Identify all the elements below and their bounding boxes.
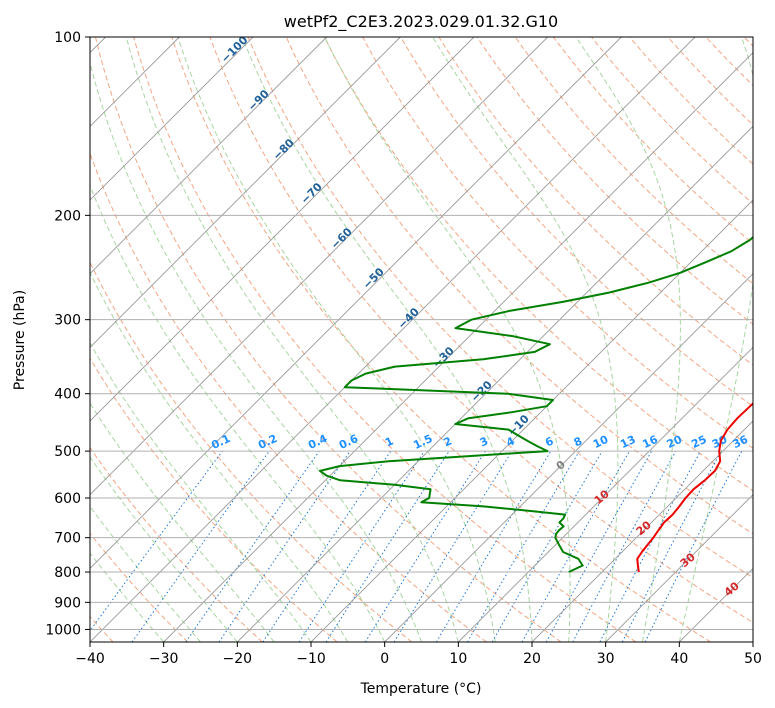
dry-adiabat-line bbox=[90, 261, 413, 642]
dry-adiabat-line bbox=[285, 37, 753, 535]
x-tick-label: 40 bbox=[670, 651, 688, 667]
moist-adiabat-line bbox=[324, 37, 571, 642]
profiles bbox=[319, 235, 753, 573]
dry-adiabat-line bbox=[247, 37, 753, 579]
isotherm-line bbox=[90, 37, 622, 569]
mixing-ratio-label: 20 bbox=[665, 433, 685, 451]
y-tick-label: 300 bbox=[54, 313, 81, 329]
dry-adiabat-line bbox=[591, 37, 753, 205]
plot-background bbox=[90, 37, 753, 642]
moist-adiabat-line bbox=[90, 456, 238, 642]
y-tick-label: 200 bbox=[54, 208, 81, 224]
mixing-ratio-line bbox=[572, 450, 677, 642]
isotherm-line bbox=[458, 346, 753, 642]
moist-adiabat-line bbox=[125, 37, 459, 642]
mixing-ratio-line bbox=[521, 450, 630, 642]
isotherm-line bbox=[90, 37, 696, 642]
y-tick-label: 600 bbox=[54, 491, 81, 507]
x-tick-label: −40 bbox=[75, 651, 105, 667]
isotherm-line bbox=[310, 199, 753, 642]
mixing-ratio-line bbox=[467, 450, 580, 642]
dry-adiabat-line bbox=[133, 37, 637, 642]
isotherm-line bbox=[752, 641, 753, 642]
x-tick-label: 0 bbox=[380, 651, 389, 667]
mixing-ratio-label: 25 bbox=[689, 433, 708, 451]
x-axis-label: Temperature (°C) bbox=[360, 681, 482, 697]
chart-title: wetPf2_C2E3.2023.029.01.32.G10 bbox=[284, 12, 558, 32]
dry-adiabat-line bbox=[90, 357, 338, 642]
y-tick-label: 400 bbox=[54, 387, 81, 403]
mixing-ratio-label: 36 bbox=[731, 433, 751, 451]
isotherm-line bbox=[90, 37, 548, 496]
plot-frame bbox=[89, 36, 754, 643]
moist-adiabat-line bbox=[575, 37, 681, 642]
mixing-ratio-line bbox=[131, 450, 270, 642]
x-tick-label: 50 bbox=[744, 651, 762, 667]
isotherm-line bbox=[90, 37, 475, 422]
mixing-ratio-label: 16 bbox=[640, 433, 660, 451]
y-tick-label: 500 bbox=[54, 444, 81, 460]
mixing-ratio-line bbox=[325, 450, 450, 642]
isotherm-line bbox=[90, 37, 401, 348]
dry-adiabat-line bbox=[95, 37, 562, 642]
mixing-ratio-line bbox=[218, 450, 351, 642]
x-tick-label: −20 bbox=[223, 651, 253, 667]
moist-adiabat-line bbox=[241, 37, 533, 642]
y-axis-label: Pressure (hPa) bbox=[12, 290, 28, 390]
moist-adiabat-line bbox=[90, 60, 422, 642]
moist-adiabat-line bbox=[90, 505, 201, 642]
dry-adiabat-line bbox=[90, 152, 487, 642]
dewpoint-profile-line bbox=[319, 235, 753, 573]
y-tick-label: 1000 bbox=[45, 622, 81, 638]
x-tick-label: 10 bbox=[449, 651, 467, 667]
y-tick-label: 900 bbox=[54, 595, 81, 611]
y-tick-label: 700 bbox=[54, 531, 81, 547]
y-tick-label: 800 bbox=[54, 565, 81, 581]
y-axis: 100 200 300 400 500 600 700 800 900 1000 bbox=[45, 30, 90, 638]
isotherm-line bbox=[384, 273, 753, 642]
dry-adiabat-line bbox=[476, 37, 753, 325]
moist-adiabat-line bbox=[90, 184, 386, 642]
isotherm-line bbox=[90, 37, 327, 275]
dry-adiabat-line bbox=[400, 37, 753, 408]
x-axis: −40 −30 −20 −10 0 10 20 30 40 50 bbox=[75, 642, 762, 667]
isotherm-line bbox=[605, 494, 753, 642]
mixing-ratio-line bbox=[491, 450, 603, 642]
x-tick-label: 20 bbox=[523, 651, 541, 667]
dry-adiabat-line bbox=[323, 37, 753, 492]
x-tick-label: −10 bbox=[296, 651, 326, 667]
dry-adiabat-line bbox=[171, 37, 711, 642]
mixing-ratio-line bbox=[435, 450, 552, 642]
mixing-ratio-label: 10 bbox=[591, 433, 611, 451]
dry-adiabat-line bbox=[209, 37, 753, 623]
mixing-ratio-line bbox=[364, 450, 486, 642]
moist-adiabat-line bbox=[90, 402, 275, 642]
dry-adiabat-line bbox=[90, 532, 189, 642]
mixing-ratio-line bbox=[90, 450, 223, 632]
background-lines bbox=[90, 37, 753, 642]
mixing-ratio-line bbox=[393, 450, 513, 642]
isotherm-line bbox=[163, 52, 753, 642]
dry-adiabat-line bbox=[438, 37, 753, 366]
moist-adiabat-line bbox=[90, 271, 349, 642]
x-tick-label: −30 bbox=[149, 651, 179, 667]
temperature-profile-line bbox=[636, 402, 753, 573]
isotherm-line bbox=[90, 37, 254, 201]
isotherm-line bbox=[237, 125, 753, 642]
isotherm-line bbox=[531, 420, 753, 642]
mixing-ratio-line bbox=[185, 450, 320, 642]
x-tick-label: 30 bbox=[597, 651, 615, 667]
mixing-ratio-label: 13 bbox=[618, 433, 637, 451]
y-tick-label: 100 bbox=[54, 30, 81, 46]
